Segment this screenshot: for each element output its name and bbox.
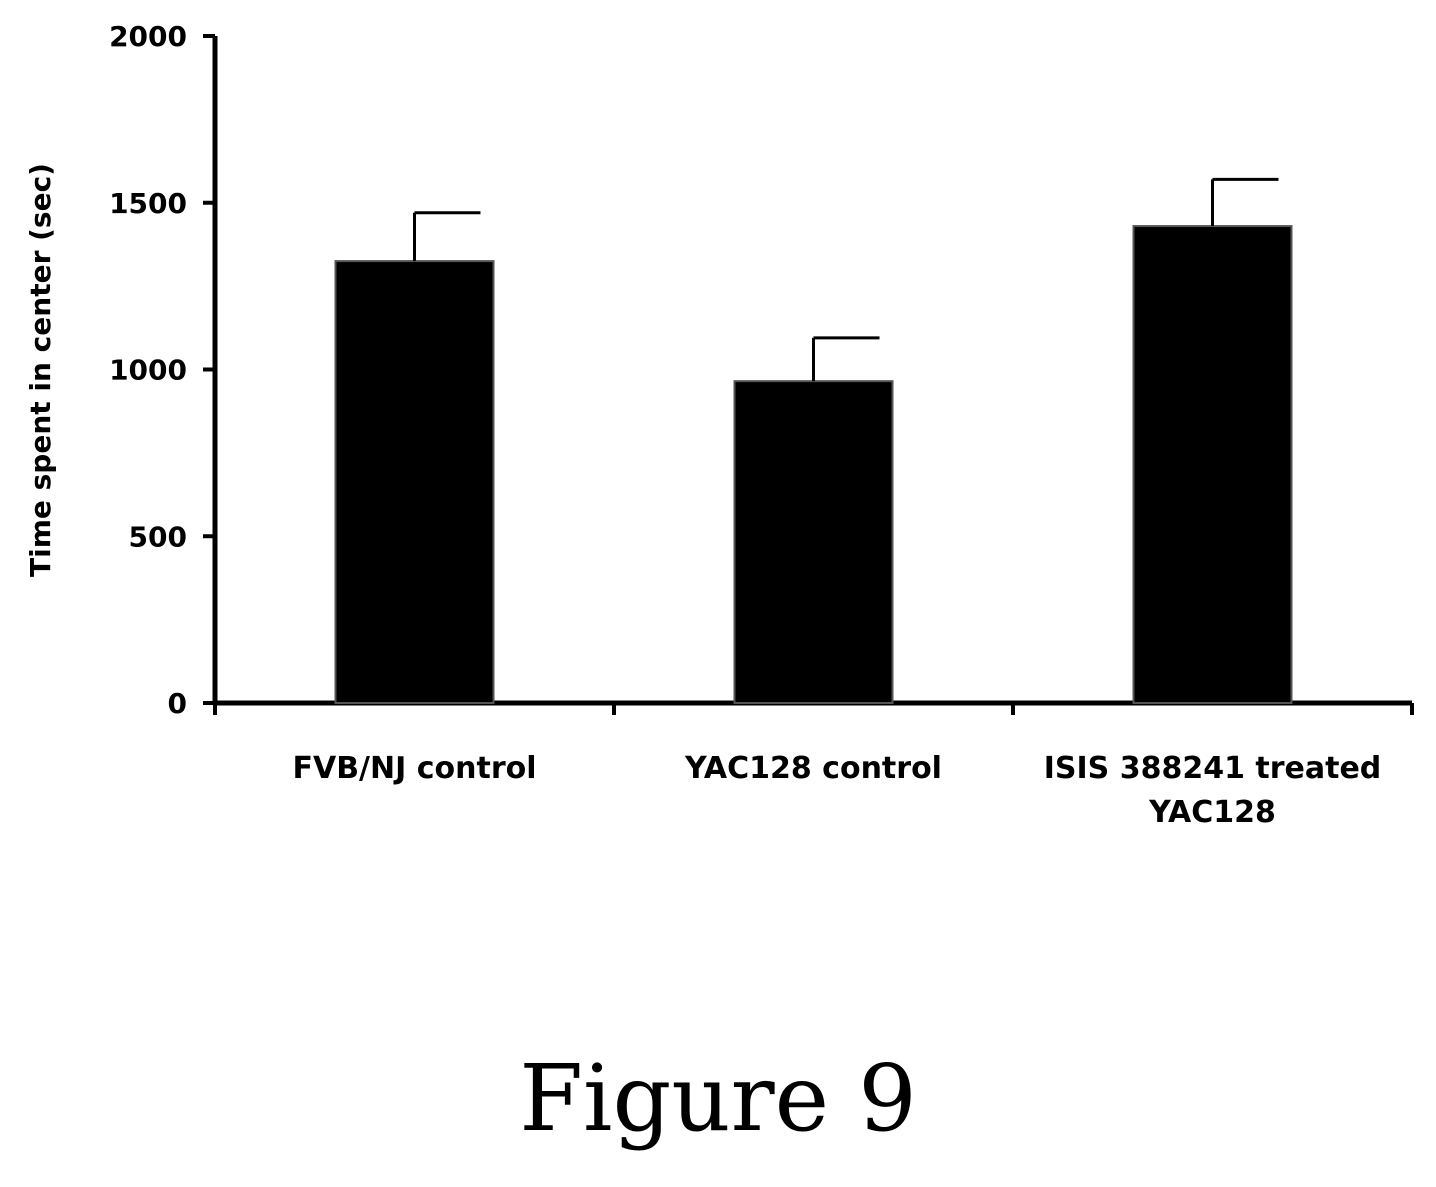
category-label: ISIS 388241 treated xyxy=(1044,751,1382,786)
y-axis: 0 500 1000 1500 2000 xyxy=(109,20,218,720)
category-label: YAC128 xyxy=(1148,795,1276,830)
category-label: YAC128 control xyxy=(684,751,942,786)
bar-chart: 0 500 1000 1500 2000 FVB/NJ control YAC128 co… xyxy=(24,20,1414,830)
bar xyxy=(334,260,495,704)
y-tick-label: 1500 xyxy=(109,187,187,220)
y-tick-label: 0 xyxy=(168,687,187,720)
figure-caption: Figure 9 xyxy=(519,1045,917,1152)
bars xyxy=(334,225,1293,704)
bar xyxy=(1132,225,1293,704)
category-labels: FVB/NJ control YAC128 control ISIS 388241 … xyxy=(292,751,1381,830)
y-tick-label: 1000 xyxy=(109,354,187,387)
category-label: FVB/NJ control xyxy=(292,751,536,786)
bar xyxy=(733,380,894,704)
y-tick-label: 500 xyxy=(129,520,187,553)
error-bars xyxy=(413,177,1279,382)
y-axis-label: Time spent in center (sec) xyxy=(24,163,57,577)
x-axis xyxy=(213,700,1414,715)
y-tick-label: 2000 xyxy=(109,20,187,53)
